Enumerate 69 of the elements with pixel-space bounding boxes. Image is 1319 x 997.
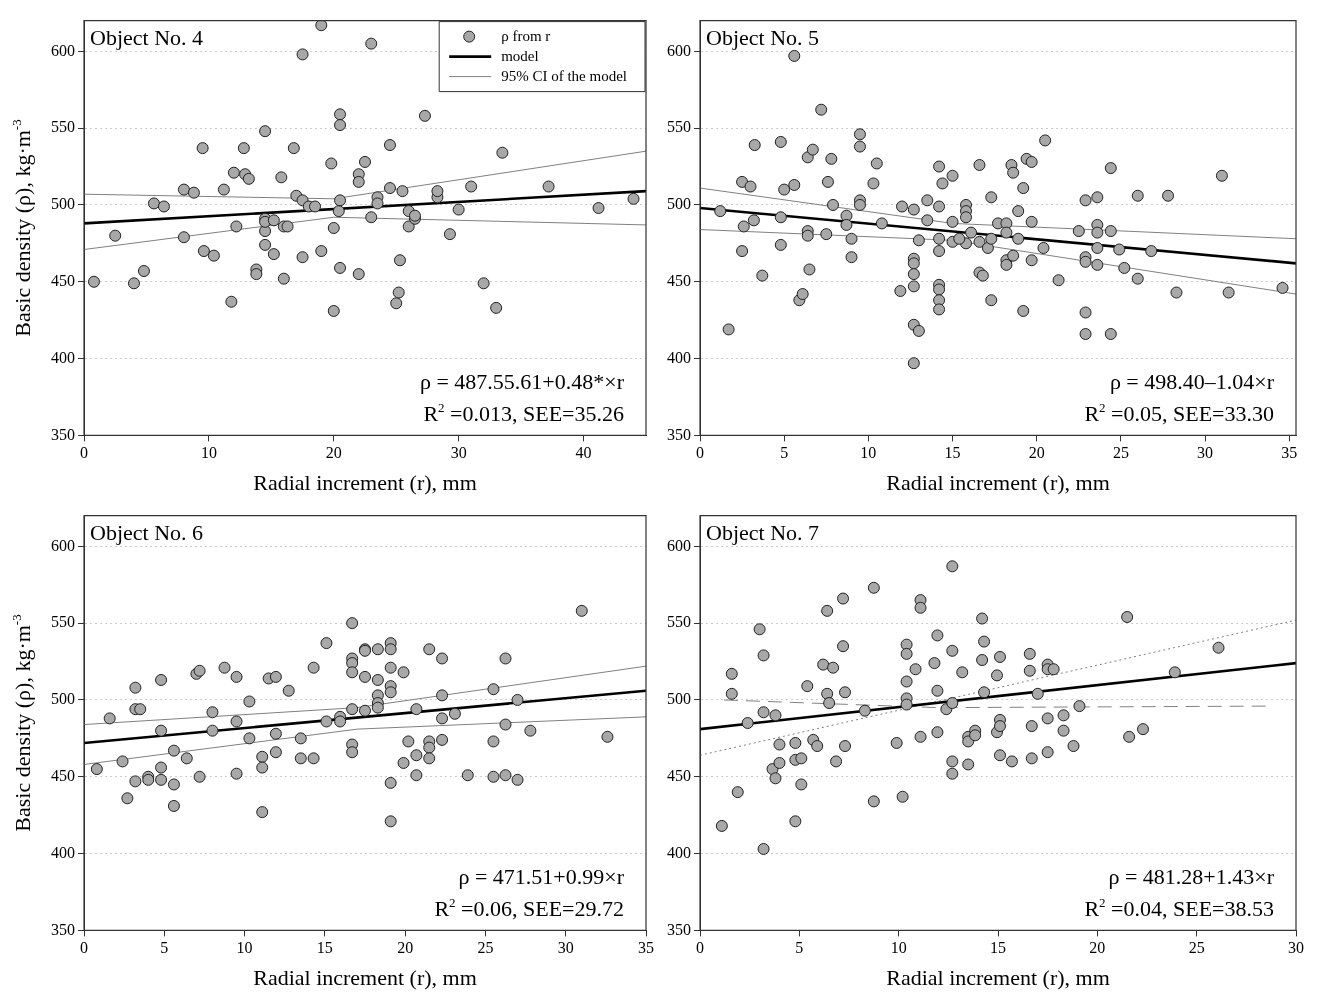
y-tick-label: 500 [667,690,691,708]
chart-title: Object No. 4 [90,24,204,50]
x-axis-title: Radial increment (r), mm [886,964,1110,990]
y-tick-label: 500 [51,195,75,213]
y-tick-label: 500 [667,195,691,213]
x-tick-label: 30 [450,444,467,462]
y-axis-title: Basic density (ρ), kg·m-3 [8,614,35,832]
x-tick-label: 10 [860,444,877,462]
x-tick-label: 5 [795,939,804,957]
x-axis-title: Radial increment (r), mm [253,469,477,495]
annotation: ρ = 487.55.61+0.48*×r [419,369,625,395]
x-tick-label: 20 [1089,939,1106,957]
x-tick-label: 15 [990,939,1006,957]
x-tick-label: 20 [1028,444,1045,462]
legend-label: 95% CI of the model [501,67,627,84]
annotation: ρ = 498.40–1.04×r [1109,369,1275,395]
y-tick-label: 550 [51,118,75,136]
y-tick-label: 400 [51,348,75,366]
y-tick-label: 400 [51,843,75,861]
legend-label: model [501,47,539,64]
y-tick-label: 350 [667,920,691,938]
y-tick-label: 500 [51,690,75,708]
y-tick-label: 450 [667,766,691,784]
x-tick-label: 15 [316,939,333,957]
annotation: ρ = 471.51+0.99×r [458,864,625,890]
x-tick-label: 10 [236,939,253,957]
x-tick-label: 10 [890,939,907,957]
x-tick-label: 30 [1197,444,1214,462]
y-tick-label: 350 [667,425,691,443]
legend-label: ρ from r [501,27,551,44]
y-tick-label: 400 [667,348,691,366]
y-axis-title: Basic density (ρ), kg·m-3 [8,119,35,337]
x-tick-label: 25 [1112,444,1129,462]
chart-title: Object No. 6 [90,519,204,545]
y-tick-label: 550 [667,118,691,136]
annotation: ρ = 481.28+1.43×r [1108,864,1275,890]
x-tick-label: 0 [80,939,88,957]
y-tick-label: 600 [667,41,691,59]
x-tick-label: 0 [696,939,704,957]
y-tick-label: 350 [51,920,75,938]
y-tick-label: 550 [667,613,691,631]
x-tick-label: 20 [397,939,414,957]
x-tick-label: 35 [638,939,654,957]
x-axis-title: Radial increment (r), mm [253,964,477,990]
y-tick-label: 350 [51,425,75,443]
x-tick-label: 30 [557,939,574,957]
x-tick-label: 30 [1288,939,1304,957]
x-tick-label: 15 [944,444,961,462]
y-tick-label: 600 [51,41,75,59]
x-tick-label: 5 [780,444,789,462]
y-tick-label: 600 [51,536,75,554]
x-tick-label: 40 [575,444,592,462]
y-tick-label: 450 [51,271,75,289]
y-tick-label: 450 [667,271,691,289]
y-tick-label: 600 [667,536,691,554]
x-tick-label: 25 [1188,939,1205,957]
y-tick-label: 450 [51,766,75,784]
x-tick-label: 35 [1281,444,1298,462]
chart-title: Object No. 7 [706,519,820,545]
x-tick-label: 10 [200,444,217,462]
x-tick-label: 0 [696,444,704,462]
x-tick-label: 0 [80,444,88,462]
chart-title: Object No. 5 [706,24,820,50]
x-axis-title: Radial increment (r), mm [886,469,1110,495]
x-tick-label: 25 [477,939,494,957]
x-tick-label: 5 [160,939,169,957]
y-tick-label: 400 [667,843,691,861]
x-tick-label: 20 [325,444,342,462]
y-tick-label: 550 [51,613,75,631]
